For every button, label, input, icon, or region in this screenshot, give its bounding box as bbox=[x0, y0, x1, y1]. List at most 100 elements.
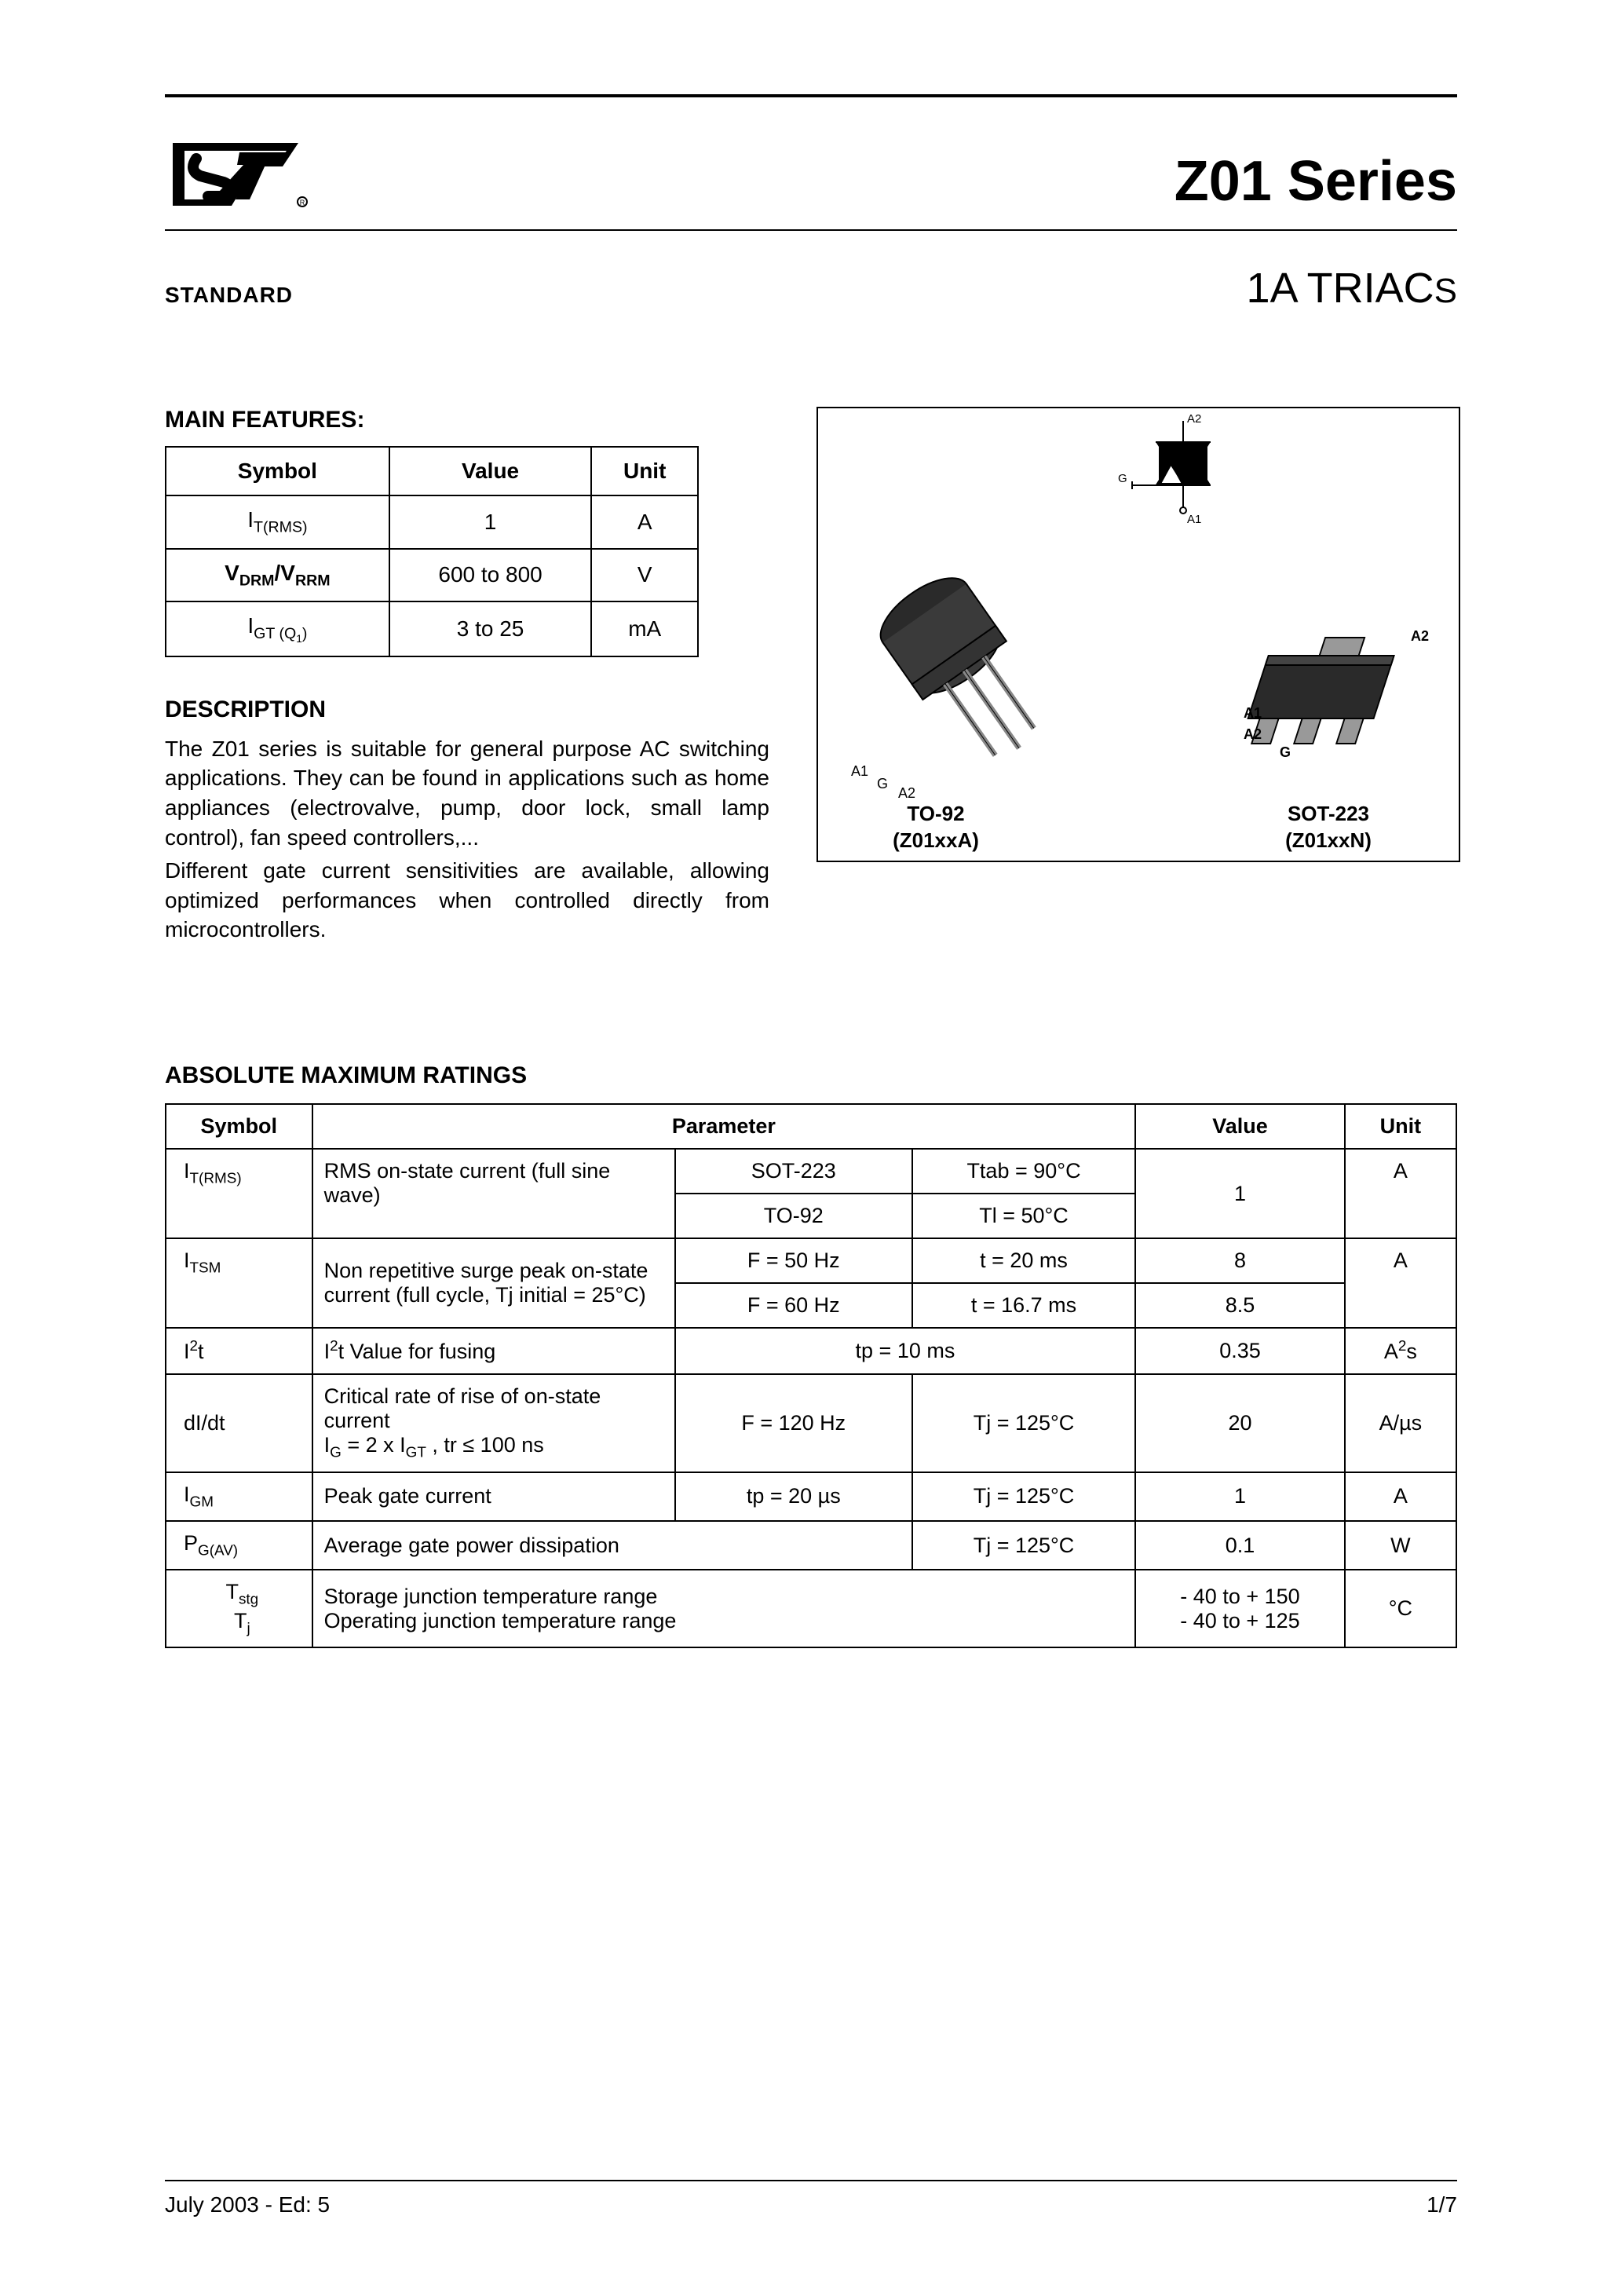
sym-igm: IGM bbox=[166, 1472, 312, 1521]
cond: Tl = 50°C bbox=[912, 1194, 1135, 1238]
description-para2: Different gate current sensitivities are… bbox=[165, 856, 769, 945]
description-heading: DESCRIPTION bbox=[165, 696, 769, 723]
table-row: IGM Peak gate current tp = 20 µs Tj = 12… bbox=[166, 1472, 1456, 1521]
val: 8.5 bbox=[1135, 1283, 1345, 1328]
pin-g: G bbox=[877, 776, 888, 792]
abs-ratings-table: Symbol Parameter Value Unit IT(RMS) RMS … bbox=[165, 1103, 1457, 1648]
param: I2t Value for fusing bbox=[312, 1328, 675, 1374]
param: RMS on-state current (full sine wave) bbox=[312, 1149, 675, 1238]
val: - 40 to + 150- 40 to + 125 bbox=[1135, 1570, 1345, 1647]
table-row: VDRM/VRRM 600 to 800 V bbox=[166, 549, 698, 602]
table-row: ITSM Non repetitive surge peak on-state … bbox=[166, 1238, 1456, 1283]
unit: W bbox=[1345, 1521, 1456, 1570]
col-unit: Unit bbox=[1345, 1104, 1456, 1149]
main-features-heading: MAIN FEATURES: bbox=[165, 407, 769, 433]
sym-itrms: IT(RMS) bbox=[166, 1149, 312, 1238]
svg-text:A2: A2 bbox=[1187, 415, 1201, 426]
cond: F = 60 Hz bbox=[675, 1283, 912, 1328]
sym-pgav: PG(AV) bbox=[166, 1521, 312, 1570]
main-features-table: Symbol Value Unit IT(RMS) 1 A VDRM/VRRM … bbox=[165, 446, 699, 657]
col-value: Value bbox=[389, 447, 592, 495]
param: Average gate power dissipation bbox=[312, 1521, 912, 1570]
unit: V bbox=[591, 549, 698, 602]
col-symbol: Symbol bbox=[166, 1104, 312, 1149]
cond: tp = 20 µs bbox=[675, 1472, 912, 1521]
unit: A bbox=[591, 495, 698, 549]
page-footer: July 2003 - Ed: 5 1/7 bbox=[165, 2180, 1457, 2217]
cond: Tj = 125°C bbox=[912, 1521, 1135, 1570]
subtitle: 1A TRIACS bbox=[1247, 264, 1457, 313]
to92-name: TO-92 bbox=[907, 802, 964, 825]
cond: Tj = 125°C bbox=[912, 1472, 1135, 1521]
cond: t = 16.7 ms bbox=[912, 1283, 1135, 1328]
unit: A2s bbox=[1345, 1328, 1456, 1374]
param: Storage junction temperature rangeOperat… bbox=[312, 1570, 1136, 1647]
cond: TO-92 bbox=[675, 1194, 912, 1238]
product-title: Z01 Series bbox=[1174, 149, 1457, 214]
subtitle-suffix: S bbox=[1434, 272, 1457, 310]
svg-text:G: G bbox=[1118, 472, 1127, 485]
st-logo: R bbox=[165, 127, 322, 214]
pin-a1: A1 bbox=[851, 763, 868, 780]
sot223-part: (Z01xxN) bbox=[1285, 828, 1372, 852]
package-diagram-box: A2 A1 G bbox=[816, 407, 1460, 862]
val: 600 to 800 bbox=[389, 549, 592, 602]
subtitle-prefix: 1A TRIAC bbox=[1247, 265, 1434, 312]
pin-a2: A2 bbox=[1244, 726, 1262, 743]
sot223-package-icon bbox=[1234, 628, 1423, 770]
to92-package-icon bbox=[849, 558, 1054, 793]
sym-i2t: I2t bbox=[166, 1328, 312, 1374]
footer-page: 1/7 bbox=[1427, 2192, 1457, 2217]
cond: F = 120 Hz bbox=[675, 1374, 912, 1472]
svg-text:A1: A1 bbox=[1187, 513, 1201, 526]
sym-itsm: ITSM bbox=[166, 1238, 312, 1328]
triac-symbol-icon: A2 A1 G bbox=[1116, 415, 1250, 564]
sym-temp: TstgTj bbox=[166, 1570, 312, 1647]
table-row: IGT (Q1) 3 to 25 mA bbox=[166, 601, 698, 656]
val: 0.1 bbox=[1135, 1521, 1345, 1570]
val: 1 bbox=[1135, 1472, 1345, 1521]
col-unit: Unit bbox=[591, 447, 698, 495]
col-value: Value bbox=[1135, 1104, 1345, 1149]
cond: SOT-223 bbox=[675, 1149, 912, 1194]
val: 1 bbox=[389, 495, 592, 549]
unit: A bbox=[1345, 1149, 1456, 1238]
pin-a2-tab: A2 bbox=[1411, 628, 1429, 645]
val: 1 bbox=[1135, 1149, 1345, 1238]
table-row: IT(RMS) 1 A bbox=[166, 495, 698, 549]
sym-didt: dI/dt bbox=[166, 1374, 312, 1472]
param: Peak gate current bbox=[312, 1472, 675, 1521]
cond: Tj = 125°C bbox=[912, 1374, 1135, 1472]
unit: A bbox=[1345, 1472, 1456, 1521]
standard-label: STANDARD bbox=[165, 283, 293, 308]
unit: A/µs bbox=[1345, 1374, 1456, 1472]
val: 8 bbox=[1135, 1238, 1345, 1283]
cond: F = 50 Hz bbox=[675, 1238, 912, 1283]
table-row: IT(RMS) RMS on-state current (full sine … bbox=[166, 1149, 1456, 1194]
unit: A bbox=[1345, 1238, 1456, 1328]
table-row: I2t I2t Value for fusing tp = 10 ms 0.35… bbox=[166, 1328, 1456, 1374]
val: 0.35 bbox=[1135, 1328, 1345, 1374]
table-row: PG(AV) Average gate power dissipation Tj… bbox=[166, 1521, 1456, 1570]
cond: tp = 10 ms bbox=[675, 1328, 1135, 1374]
col-symbol: Symbol bbox=[166, 447, 389, 495]
pin-a2: A2 bbox=[898, 785, 915, 802]
to92-caption: TO-92 (Z01xxA) bbox=[849, 801, 1022, 854]
header-bar: R Z01 Series bbox=[165, 104, 1457, 229]
unit: °C bbox=[1345, 1570, 1456, 1647]
unit: mA bbox=[591, 601, 698, 656]
sub-header: STANDARD 1A TRIACS bbox=[165, 231, 1457, 407]
val: 20 bbox=[1135, 1374, 1345, 1472]
pin-a1: A1 bbox=[1244, 705, 1262, 722]
footer-date: July 2003 - Ed: 5 bbox=[165, 2192, 330, 2217]
sym-vdrm: VDRM/VRRM bbox=[166, 549, 389, 602]
svg-text:R: R bbox=[300, 199, 305, 207]
description-para1: The Z01 series is suitable for general p… bbox=[165, 734, 769, 853]
pin-g: G bbox=[1280, 744, 1291, 761]
cond: t = 20 ms bbox=[912, 1238, 1135, 1283]
sym-igt: IGT (Q1) bbox=[166, 601, 389, 656]
table-row: dI/dt Critical rate of rise of on-state … bbox=[166, 1374, 1456, 1472]
to92-part: (Z01xxA) bbox=[893, 828, 979, 852]
abs-ratings-heading: ABSOLUTE MAXIMUM RATINGS bbox=[165, 1062, 1457, 1089]
sot223-name: SOT-223 bbox=[1288, 802, 1369, 825]
